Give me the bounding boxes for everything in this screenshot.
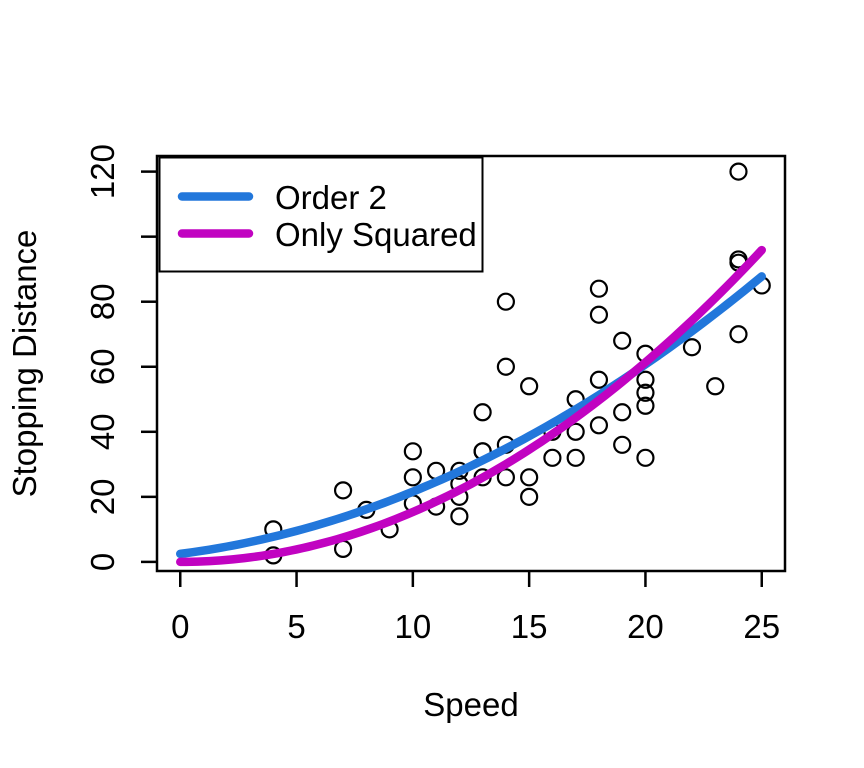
data-point [706,377,725,396]
y-axis-title: Stopping Distance [6,230,43,498]
legend-label-only-squared: Only Squared [275,216,477,253]
data-point [473,403,492,422]
x-axis-title: Speed [423,686,518,723]
data-point [566,422,585,441]
data-point [496,357,515,376]
data-point [729,250,748,269]
y-tick-label: 80 [84,283,121,320]
y-tick-label: 40 [84,413,121,450]
data-point [589,416,609,435]
data-point [613,435,632,454]
data-point [566,448,585,467]
legend-box [158,156,484,273]
data-point [636,383,655,402]
data-point [682,338,702,357]
fit-curves [176,245,766,567]
y-tick-label: 0 [84,553,121,571]
data-point [496,468,515,487]
data-point [636,448,655,467]
data-point [636,370,655,389]
data-point [613,403,632,422]
y-tick-label: 20 [84,478,121,515]
data-point [403,442,422,461]
data-point [729,162,748,181]
x-tick-label: 15 [511,608,548,645]
data-point [636,396,655,415]
data-point [496,292,515,311]
data-point [520,468,539,487]
x-tick-label: 5 [287,608,305,645]
data-point [403,468,422,487]
x-tick-label: 10 [394,608,431,645]
y-tick-label: 60 [84,348,121,385]
x-axis-ticks: 0 5 10 15 20 25 [171,571,780,645]
legend-label-order-2: Order 2 [275,179,387,216]
y-axis-ticks: 0 20 40 60 80 120 [84,144,157,571]
data-point [589,305,609,324]
data-point [450,507,469,526]
data-point [613,331,632,350]
y-tick-label: 120 [84,144,121,199]
data-point [729,325,748,344]
data-point [589,370,609,389]
data-point [543,448,562,467]
data-point [520,377,539,396]
legend: Order 2 Only Squared [158,156,484,273]
data-point [589,279,609,298]
x-tick-label: 0 [171,608,189,645]
data-point [520,487,539,506]
x-tick-label: 25 [743,608,780,645]
curve-only-squared [176,245,766,567]
plot-border [155,154,787,573]
data-point [333,481,353,500]
curve-order-2 [176,272,766,559]
x-tick-label: 20 [627,608,664,645]
